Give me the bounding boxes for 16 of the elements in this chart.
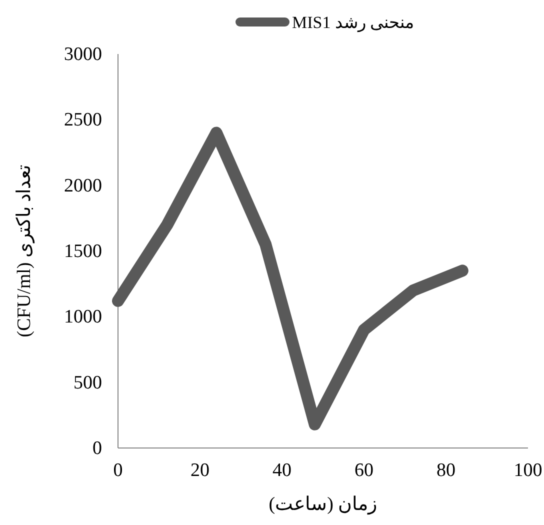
x-tick-label: 60 — [354, 460, 374, 481]
x-axis-title: زمان (ساعت) — [268, 494, 378, 515]
x-tick-label: 80 — [436, 460, 456, 481]
legend-label: منحنی رشد MIS1 — [292, 13, 414, 33]
y-axis-title: تعداد باکتری (CFU/ml) — [14, 164, 35, 338]
y-tick-label: 3000 — [64, 44, 102, 65]
y-tick-label: 1500 — [64, 241, 102, 262]
y-tick-label: 0 — [92, 438, 102, 459]
x-tick-label: 40 — [272, 460, 292, 481]
x-tick-label: 100 — [514, 460, 542, 481]
y-tick-label: 2000 — [64, 175, 102, 196]
y-tick-label: 500 — [74, 372, 102, 394]
y-tick-label: 1000 — [64, 306, 102, 328]
x-tick-label: 0 — [113, 460, 123, 481]
y-tick-label: 2500 — [64, 110, 102, 131]
x-tick-label: 20 — [190, 460, 210, 481]
